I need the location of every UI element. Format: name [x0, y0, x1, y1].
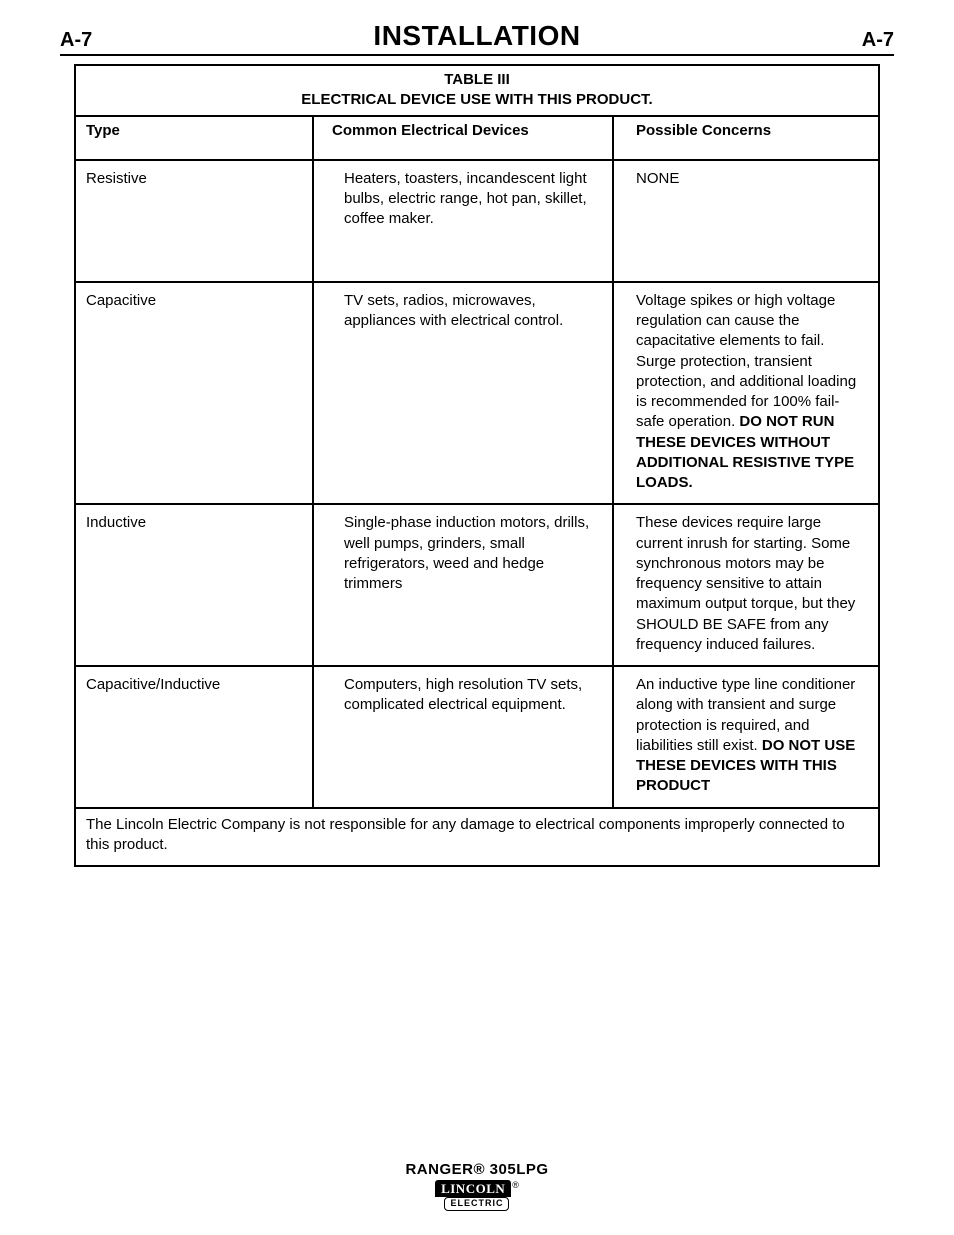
- cell-devices: TV sets, radios, microwaves, appliances …: [314, 283, 614, 504]
- table-footnote: The Lincoln Electric Company is not resp…: [76, 809, 878, 866]
- cell-devices: Single-phase induction motors, drills, w…: [314, 505, 614, 665]
- page-footer: RANGER® 305LPG LINCOLN® ELECTRIC: [0, 1161, 954, 1211]
- logo-bottom: ELECTRIC: [444, 1197, 509, 1211]
- product-name: RANGER® 305LPG: [0, 1161, 954, 1178]
- table-row: Capacitive TV sets, radios, microwaves, …: [76, 283, 878, 506]
- table-row: Resistive Heaters, toasters, incandescen…: [76, 161, 878, 283]
- cell-type: Capacitive/Inductive: [76, 667, 314, 807]
- header-left: A-7: [60, 29, 92, 52]
- concerns-text: Voltage spikes or high voltage regulatio…: [636, 292, 856, 431]
- col-header-concerns: Possible Concerns: [614, 117, 878, 159]
- lincoln-logo: LINCOLN® ELECTRIC: [435, 1180, 519, 1211]
- cell-type: Resistive: [76, 161, 314, 281]
- page-header: A-7 INSTALLATION A-7: [60, 20, 894, 56]
- cell-devices: Computers, high resolution TV sets, comp…: [314, 667, 614, 807]
- logo-top: LINCOLN: [435, 1180, 511, 1197]
- registered-icon: ®: [512, 1180, 519, 1190]
- cell-concerns: Voltage spikes or high voltage regulatio…: [614, 283, 878, 504]
- header-title: INSTALLATION: [373, 20, 580, 52]
- table-subtitle: ELECTRICAL DEVICE USE WITH THIS PRODUCT.: [76, 90, 878, 116]
- table-header-row: Type Common Electrical Devices Possible …: [76, 117, 878, 161]
- concerns-text: NONE: [636, 170, 679, 187]
- table-title: TABLE III: [76, 66, 878, 90]
- page: A-7 INSTALLATION A-7 TABLE III ELECTRICA…: [0, 0, 954, 1235]
- table-row: Inductive Single-phase induction motors,…: [76, 505, 878, 667]
- cell-concerns: NONE: [614, 161, 878, 281]
- col-header-devices: Common Electrical Devices: [314, 117, 614, 159]
- col-header-type: Type: [76, 117, 314, 159]
- device-table: TABLE III ELECTRICAL DEVICE USE WITH THI…: [74, 64, 880, 867]
- cell-concerns: An inductive type line conditioner along…: [614, 667, 878, 807]
- cell-type: Inductive: [76, 505, 314, 665]
- cell-concerns: These devices require large current inru…: [614, 505, 878, 665]
- header-right: A-7: [862, 29, 894, 52]
- table-row: Capacitive/Inductive Computers, high res…: [76, 667, 878, 809]
- cell-type: Capacitive: [76, 283, 314, 504]
- concerns-text: These devices require large current inru…: [636, 514, 855, 653]
- cell-devices: Heaters, toasters, incandescent light bu…: [314, 161, 614, 281]
